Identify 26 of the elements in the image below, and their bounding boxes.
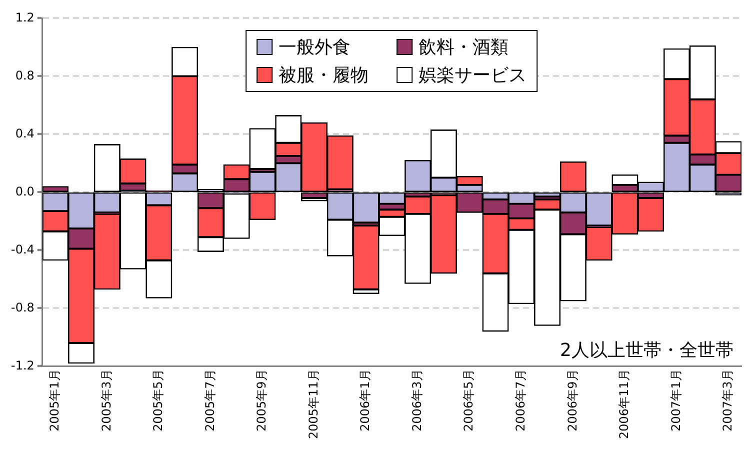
legend-label: 飲料・酒類: [418, 36, 509, 59]
y-tick-label: -0.4: [10, 242, 34, 256]
x-tick-label: 2006年3月: [410, 369, 424, 432]
y-tick-label: 0.0: [15, 184, 34, 198]
x-tick-label: 2005年5月: [151, 369, 166, 432]
x-tick-label: 2005年11月: [306, 369, 320, 440]
x-tick-label: 2006年11月: [617, 369, 632, 440]
y-tick-label: 1.2: [15, 10, 34, 24]
x-tick-label: 2007年3月: [720, 369, 735, 432]
y-tick-label: -0.8: [10, 300, 34, 314]
x-tick-label: 2005年1月: [47, 369, 62, 432]
x-tick-label: 2005年7月: [202, 369, 217, 432]
legend-label: 被服・履物: [278, 64, 369, 87]
x-tick-label: 2006年5月: [462, 369, 476, 432]
x-tick-label: 2006年9月: [565, 369, 580, 432]
y-tick-label: 0.4: [15, 126, 34, 140]
x-tick-label: 2006年1月: [358, 369, 372, 432]
y-tick-label: 0.8: [15, 68, 34, 82]
annotation: 2人以上世帯・全世帯: [560, 340, 734, 361]
x-tick-label: 2005年9月: [254, 369, 269, 432]
x-tick-label: 2005年3月: [99, 369, 114, 432]
x-tick-label: 2007年1月: [668, 369, 683, 432]
text: 娯楽サービス: [418, 64, 527, 87]
legend-label: 一般外食: [278, 36, 351, 59]
x-tick-label: 2006年7月: [514, 369, 528, 432]
y-tick-label: -1.2: [10, 358, 34, 372]
